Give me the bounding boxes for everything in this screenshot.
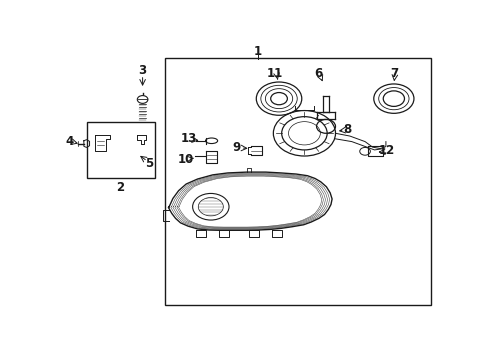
Text: 13: 13 [181, 132, 197, 145]
Text: 3: 3 [138, 64, 146, 77]
Text: 1: 1 [254, 45, 262, 58]
Text: 2: 2 [116, 181, 123, 194]
Text: 5: 5 [144, 157, 153, 170]
Text: 12: 12 [378, 144, 394, 157]
Circle shape [137, 96, 147, 103]
Text: 10: 10 [177, 153, 193, 166]
Bar [87, 122, 155, 177]
Text: 7: 7 [390, 67, 398, 80]
Text: 8: 8 [343, 123, 351, 136]
Text: 6: 6 [314, 67, 322, 80]
Bar [165, 58, 430, 305]
Text: 4: 4 [65, 135, 73, 148]
Text: 11: 11 [266, 67, 283, 80]
Text: 9: 9 [232, 141, 240, 154]
